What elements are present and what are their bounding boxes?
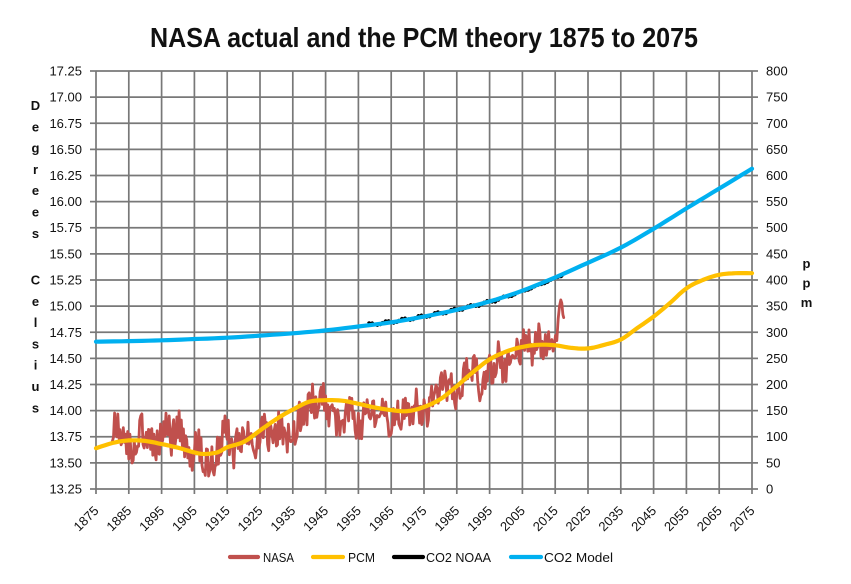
svg-text:e: e	[32, 183, 39, 198]
svg-text:NASA: NASA	[263, 550, 294, 565]
svg-text:14.25: 14.25	[49, 377, 82, 392]
svg-text:50: 50	[766, 455, 780, 470]
svg-text:250: 250	[766, 351, 788, 366]
svg-text:13.75: 13.75	[49, 429, 82, 444]
svg-text:D: D	[31, 98, 40, 113]
svg-text:14.75: 14.75	[49, 325, 82, 340]
svg-text:550: 550	[766, 194, 788, 209]
svg-text:PCM: PCM	[348, 550, 375, 565]
svg-text:700: 700	[766, 116, 788, 131]
svg-text:15.50: 15.50	[49, 246, 82, 261]
svg-text:e: e	[32, 119, 39, 134]
svg-text:p: p	[803, 276, 811, 291]
svg-text:100: 100	[766, 429, 788, 444]
svg-text:750: 750	[766, 90, 788, 105]
svg-text:s: s	[32, 400, 39, 415]
svg-text:C: C	[31, 273, 41, 288]
svg-text:800: 800	[766, 64, 788, 79]
svg-text:r: r	[33, 162, 38, 177]
svg-text:500: 500	[766, 220, 788, 235]
svg-text:17.00: 17.00	[49, 90, 82, 105]
svg-text:CO2 NOAA: CO2 NOAA	[426, 550, 491, 565]
svg-text:m: m	[801, 295, 813, 310]
svg-text:s: s	[32, 336, 39, 351]
svg-text:16.00: 16.00	[49, 194, 82, 209]
svg-text:g: g	[32, 141, 40, 156]
svg-text:15.00: 15.00	[49, 299, 82, 314]
svg-text:16.75: 16.75	[49, 116, 82, 131]
svg-text:i: i	[34, 358, 38, 373]
svg-text:200: 200	[766, 377, 788, 392]
svg-text:13.25: 13.25	[49, 482, 82, 497]
svg-text:450: 450	[766, 246, 788, 261]
svg-text:e: e	[32, 205, 39, 220]
svg-text:u: u	[32, 379, 40, 394]
svg-text:14.00: 14.00	[49, 403, 82, 418]
svg-text:p: p	[803, 256, 811, 271]
svg-text:17.25: 17.25	[49, 64, 82, 79]
svg-text:s: s	[32, 226, 39, 241]
svg-text:400: 400	[766, 273, 788, 288]
svg-text:15.25: 15.25	[49, 273, 82, 288]
svg-text:13.50: 13.50	[49, 455, 82, 470]
svg-text:l: l	[34, 315, 38, 330]
svg-text:16.25: 16.25	[49, 168, 82, 183]
svg-text:15.75: 15.75	[49, 220, 82, 235]
svg-text:150: 150	[766, 403, 788, 418]
svg-text:0: 0	[766, 482, 773, 497]
svg-text:e: e	[32, 294, 39, 309]
svg-text:300: 300	[766, 325, 788, 340]
svg-text:14.50: 14.50	[49, 351, 82, 366]
svg-text:600: 600	[766, 168, 788, 183]
svg-text:350: 350	[766, 299, 788, 314]
svg-text:650: 650	[766, 142, 788, 157]
svg-text:16.50: 16.50	[49, 142, 82, 157]
svg-text:NASA actual and the PCM theory: NASA actual and the PCM theory 1875 to 2…	[150, 22, 698, 53]
svg-text:CO2 Model: CO2 Model	[544, 550, 613, 565]
